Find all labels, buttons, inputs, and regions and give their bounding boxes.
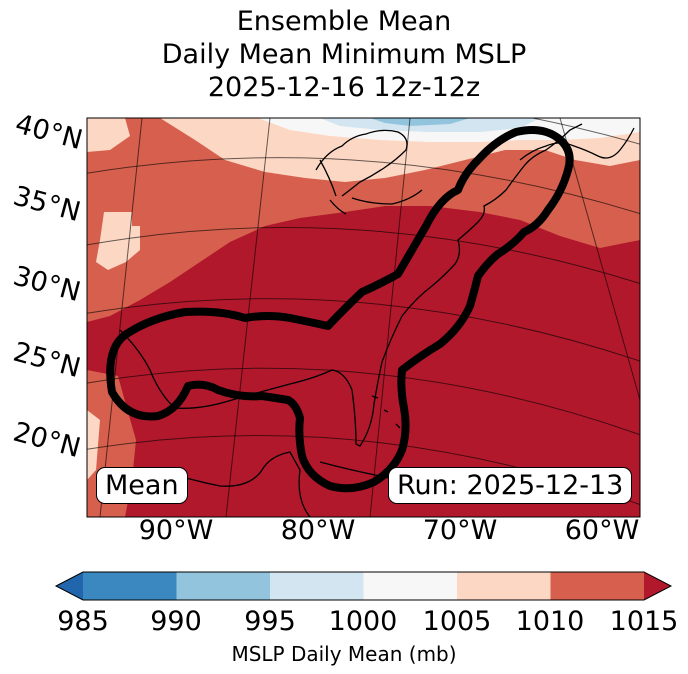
- field-1010-1015-north: [87, 118, 640, 322]
- coast-bahamas: [371, 395, 401, 429]
- colorbar-bin: [457, 572, 551, 600]
- colorbar-bin: [176, 572, 270, 600]
- colorbar-bin: [550, 572, 644, 600]
- lon-label-90w: 90°W: [138, 515, 214, 546]
- colorbar-label: MSLP Daily Mean (mb): [231, 642, 457, 666]
- coast-great-lakes: [315, 129, 423, 215]
- coast-maritimes: [519, 127, 635, 161]
- colorbar-tick: 1005: [422, 606, 492, 637]
- contour-outline: [106, 126, 574, 493]
- lon-label-60w: 60°W: [564, 515, 640, 546]
- field-990-995: [370, 118, 470, 126]
- coast-yucatan: [159, 451, 311, 517]
- colorbar-under-arrow: [56, 572, 83, 600]
- map-panel: [87, 118, 640, 517]
- colorbar-tick: 995: [244, 606, 296, 637]
- colorbar-bin: [83, 572, 177, 600]
- map-frame: [86, 117, 641, 518]
- colorbar: [54, 571, 673, 601]
- run-date-box: Run: 2025-12-13: [388, 467, 633, 504]
- title-line-1: Ensemble Mean: [236, 6, 452, 37]
- field-1005-1010-patch-south: [87, 410, 100, 480]
- colorbar-tick: 1015: [609, 606, 679, 637]
- title-line-3: 2025-12-16 12z-12z: [207, 72, 481, 103]
- colorbar-bin: [363, 572, 457, 600]
- colorbar-tick: 990: [150, 606, 202, 637]
- colorbar-outline: [54, 571, 673, 601]
- colorbar-tick: 1010: [515, 606, 585, 637]
- lon-label-70w: 70°W: [422, 515, 498, 546]
- mean-label-box: Mean: [96, 467, 188, 504]
- colorbar-bin: [270, 572, 364, 600]
- colorbar-tick: 985: [57, 606, 109, 637]
- field-1005-1010-patch-corner: [87, 118, 130, 152]
- title-line-2: Daily Mean Minimum MSLP: [161, 39, 527, 70]
- colorbar-over-arrow: [644, 572, 671, 600]
- lon-label-80w: 80°W: [280, 515, 356, 546]
- field-1005-1010-patch-west: [96, 212, 140, 270]
- colorbar-tick: 1000: [328, 606, 398, 637]
